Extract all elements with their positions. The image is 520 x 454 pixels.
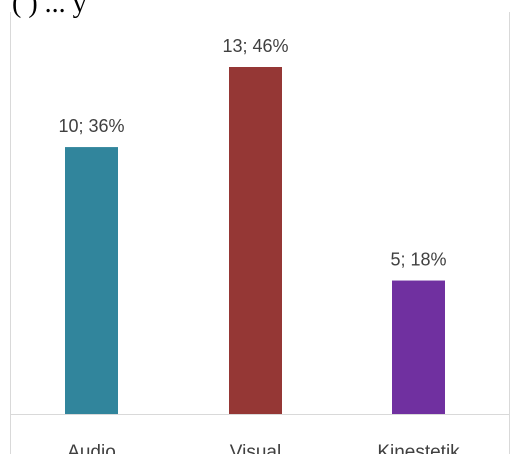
data-label-visual: 13; 46% [222,36,288,56]
data-label-kinestetik: 5; 18% [390,250,446,270]
category-label-audio: Audio [67,442,116,454]
category-label-kinestetik: Kinestetik [377,442,460,454]
bars-group [65,67,445,415]
bar-kinestetik [392,280,445,414]
data-label-audio: 10; 36% [58,116,124,136]
category-labels-group: Audio Visual Kinestetik [67,442,460,454]
data-labels-group: 10; 36% 13; 46% 5; 18% [58,36,446,270]
category-label-visual: Visual [230,442,281,454]
clipped-header-text: ( ) ... y [12,0,87,19]
bar-visual [229,67,282,414]
bar-audio [65,147,118,415]
